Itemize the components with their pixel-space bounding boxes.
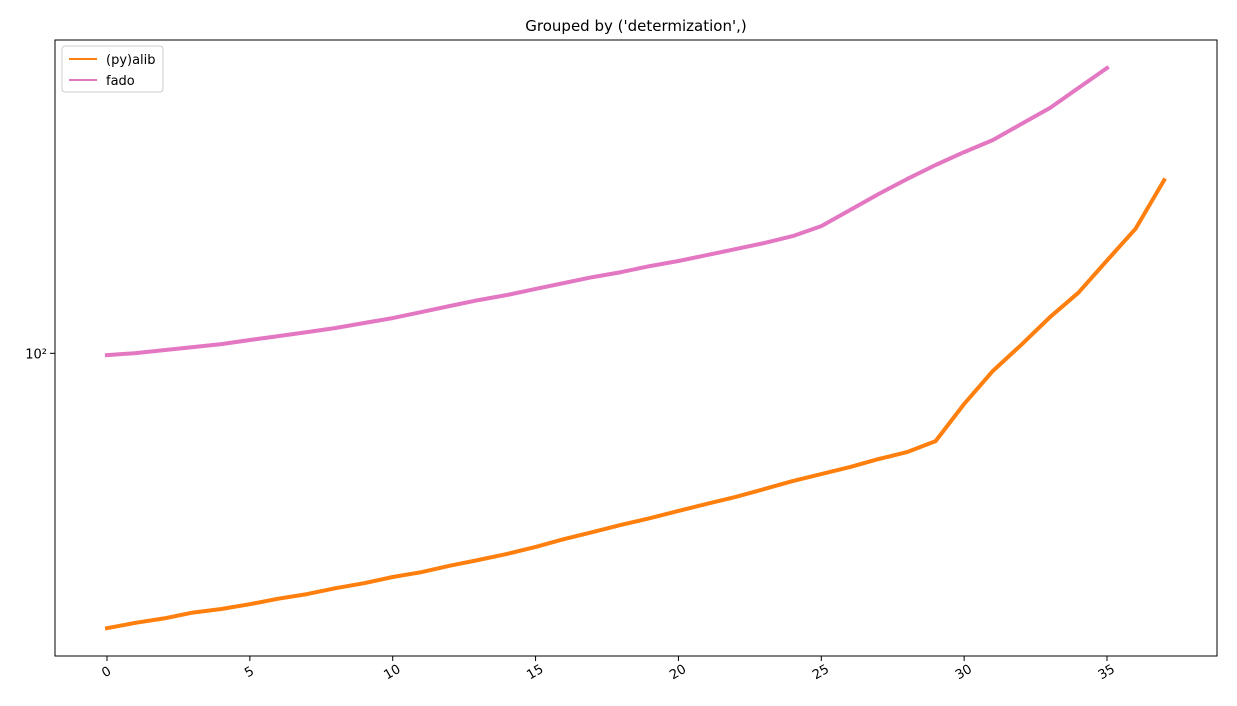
series-line: [104, 177, 1167, 631]
x-tick-label: 30: [953, 662, 975, 683]
legend-label: (py)alib: [106, 53, 156, 68]
x-tick-label: 35: [1096, 662, 1118, 683]
chart-title: Grouped by ('determization',): [525, 17, 746, 35]
x-tick-label: 10: [382, 662, 404, 683]
x-tick-label: 25: [810, 662, 832, 683]
x-tick-label: 20: [667, 662, 689, 683]
plot-frame: [54, 39, 1218, 657]
x-tick-label: 15: [524, 662, 546, 683]
legend-label: fado: [106, 74, 135, 89]
series-line: [104, 65, 1110, 358]
y-tick-label: 10²: [25, 347, 47, 362]
